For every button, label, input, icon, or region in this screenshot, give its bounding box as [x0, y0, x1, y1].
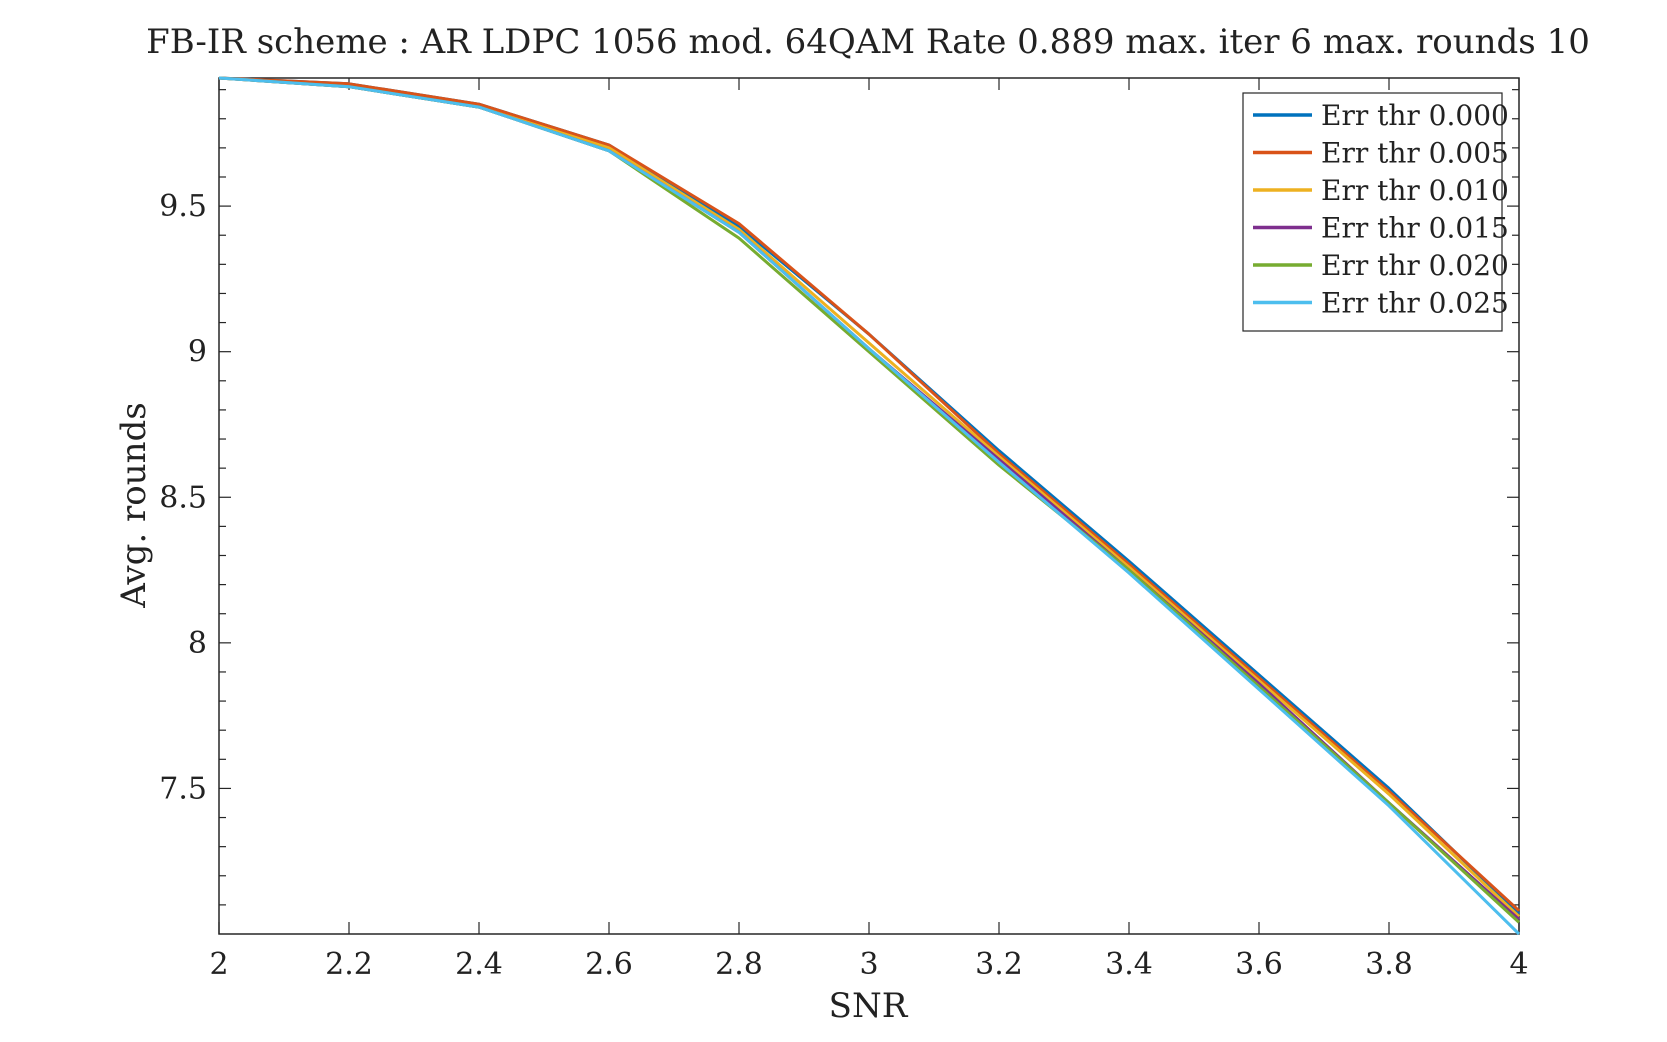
x-tick-label: 3.8: [1365, 947, 1413, 982]
series-line-5: [218, 76, 1521, 936]
y-axis: 7.5 8 8.5 9 9.5: [159, 89, 1519, 906]
x-tick-label: 3.6: [1235, 947, 1283, 982]
x-tick-label: 2.8: [715, 947, 763, 982]
chart-title: FB-IR scheme : AR LDPC 1056 mod. 64QAM R…: [146, 22, 1590, 62]
x-tick-label: 2.4: [455, 947, 503, 982]
y-tick-label: 9: [188, 335, 207, 370]
legend-box: [1242, 92, 1503, 332]
series-line-1: [218, 76, 1521, 912]
x-axis: 2 2.2 2.4 2.6 2.8 3 3.2 3.4 3.6 3.8 4: [209, 78, 1529, 982]
x-axis-label: SNR: [829, 986, 909, 1026]
x-tick-label: 3.2: [975, 947, 1023, 982]
legend: Err thr 0.000 Err thr 0.005 Err thr 0.010 E…: [1242, 92, 1509, 332]
y-axis-label: Avg. rounds: [114, 402, 154, 609]
legend-label-1: Err thr 0.005: [1321, 137, 1509, 170]
x-tick-label: 2: [209, 947, 228, 982]
x-tick-label: 2.6: [585, 947, 633, 982]
legend-label-0: Err thr 0.000: [1321, 99, 1509, 132]
x-tick-label: 3: [859, 947, 878, 982]
legend-label-5: Err thr 0.025: [1321, 287, 1509, 320]
legend-label-3: Err thr 0.015: [1321, 212, 1509, 245]
y-tick-label: 7.5: [159, 771, 207, 806]
legend-label-2: Err thr 0.010: [1321, 174, 1509, 207]
y-tick-label: 9.5: [159, 189, 207, 224]
y-tick-label: 8: [188, 626, 207, 661]
x-tick-label: 4: [1509, 947, 1528, 982]
x-tick-label: 2.2: [325, 947, 373, 982]
x-tick-label: 3.4: [1105, 947, 1153, 982]
y-tick-label: 8.5: [159, 480, 207, 515]
legend-label-4: Err thr 0.020: [1321, 249, 1509, 282]
series-lines: [218, 76, 1521, 936]
